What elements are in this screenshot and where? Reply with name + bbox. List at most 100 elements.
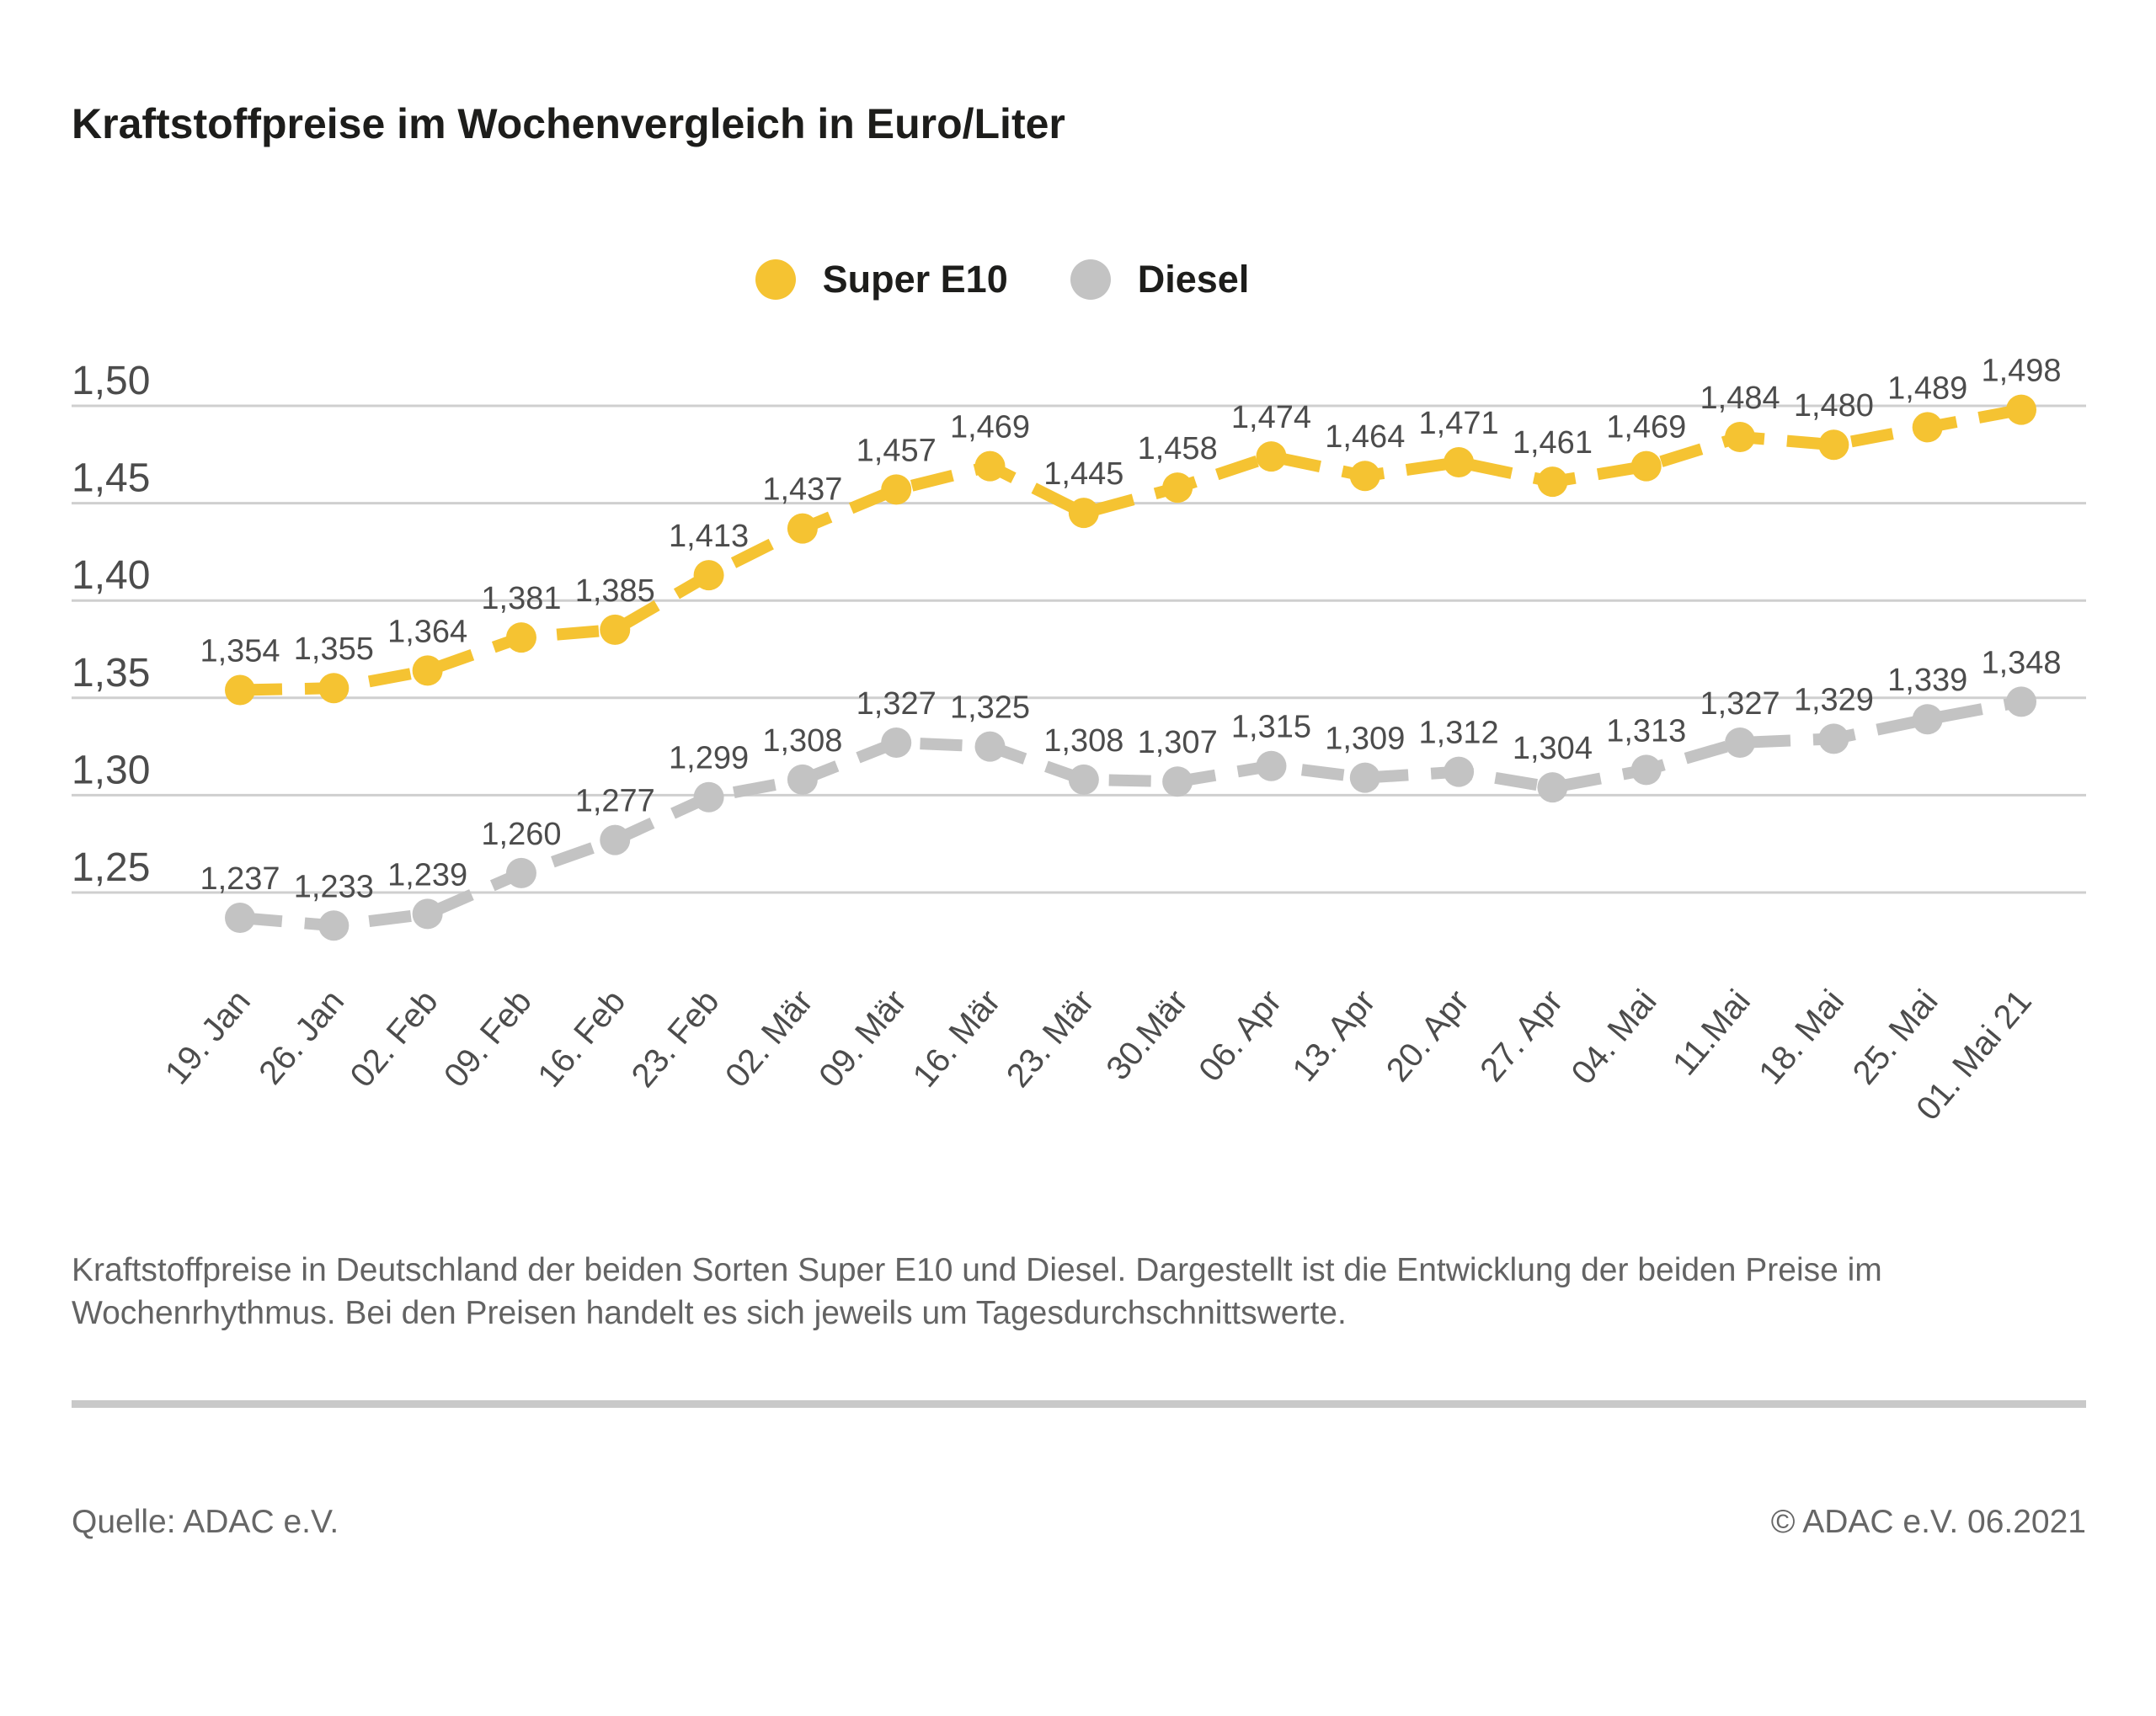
x-tick-label: 20. Apr bbox=[1380, 983, 1476, 1089]
diesel-data-point bbox=[1162, 766, 1193, 797]
super-e10-data-point bbox=[600, 614, 631, 645]
super-e10-data-point bbox=[1444, 447, 1475, 478]
diesel-data-point bbox=[1537, 772, 1568, 803]
footer-divider bbox=[72, 1400, 2086, 1408]
x-tick-label: 16. Feb bbox=[531, 983, 632, 1095]
diesel-data-point bbox=[225, 903, 255, 934]
y-tick-label: 1,25 bbox=[72, 845, 150, 890]
y-tick-label: 1,35 bbox=[72, 651, 150, 695]
super-e10-data-point bbox=[974, 450, 1006, 482]
x-tick-label: 02. Feb bbox=[344, 983, 446, 1095]
value-label: 1,464 bbox=[1325, 419, 1405, 455]
super-e10-line bbox=[239, 403, 2023, 696]
value-label: 1,277 bbox=[575, 784, 655, 819]
x-tick-label: 23. Mär bbox=[1000, 983, 1102, 1095]
super-e10-data-point bbox=[1068, 498, 1099, 529]
legend-label-diesel: Diesel bbox=[1137, 258, 1250, 301]
value-label: 1,385 bbox=[575, 573, 655, 609]
diesel-data-point bbox=[318, 910, 350, 941]
super-e10-data-point bbox=[412, 655, 443, 686]
diesel-data-point bbox=[1349, 762, 1380, 793]
value-label: 1,381 bbox=[481, 581, 561, 616]
x-tick-label: 09. Mär bbox=[812, 983, 914, 1095]
value-label: 1,237 bbox=[200, 861, 280, 897]
value-label: 1,307 bbox=[1138, 725, 1218, 760]
page-title: Kraftstoffpreise im Wochenvergleich in E… bbox=[72, 100, 1065, 147]
diesel-data-point bbox=[412, 898, 443, 930]
x-tick-label: 19. Jan bbox=[158, 983, 258, 1092]
super-e10-dot-icon bbox=[755, 259, 796, 300]
super-e10-data-point bbox=[1256, 441, 1287, 472]
super-e10-data-point bbox=[881, 474, 912, 505]
diesel-data-point bbox=[881, 727, 912, 758]
legend-label-super-e10: Super E10 bbox=[822, 258, 1008, 301]
x-tick-label: 25. Mai bbox=[1846, 983, 1945, 1092]
y-tick-label: 1,50 bbox=[72, 359, 150, 403]
diesel-data-point bbox=[974, 731, 1006, 762]
super-e10-data-point bbox=[1162, 472, 1193, 504]
super-e10-data-point bbox=[1630, 450, 1662, 482]
diesel-data-point bbox=[1256, 750, 1287, 781]
value-label: 1,469 bbox=[950, 410, 1030, 445]
value-label: 1,458 bbox=[1138, 431, 1218, 466]
super-e10-data-point bbox=[1725, 421, 1756, 452]
diesel-dot-icon bbox=[1070, 259, 1111, 300]
diesel-data-point bbox=[505, 857, 536, 888]
value-label: 1,489 bbox=[1887, 370, 1967, 406]
value-label: 1,471 bbox=[1419, 406, 1499, 441]
diesel-data-point bbox=[1068, 764, 1099, 795]
fuel-price-chart: 1,50 1,45 1,40 1,35 1,30 1,25 19. Jan 26. Jan 02… bbox=[0, 354, 2156, 1271]
legend-item-super-e10: Super E10 bbox=[755, 258, 1008, 301]
value-label: 1,233 bbox=[294, 869, 374, 904]
x-tick-label: 02. Mär bbox=[718, 983, 820, 1095]
y-tick-label: 1,40 bbox=[72, 553, 150, 598]
x-tick-label: 18. Mai bbox=[1752, 983, 1851, 1092]
value-label: 1,348 bbox=[1981, 645, 2061, 680]
super-e10-data-point bbox=[1818, 429, 1849, 461]
value-label: 1,312 bbox=[1419, 716, 1499, 751]
chart-legend: Super E10 Diesel bbox=[0, 258, 2080, 301]
value-label: 1,413 bbox=[669, 519, 749, 554]
copyright-notice: © ADAC e.V. 06.2021 bbox=[1770, 1504, 2086, 1540]
value-label: 1,315 bbox=[1231, 710, 1311, 745]
diesel-data-point bbox=[2006, 686, 2036, 717]
value-label: 1,354 bbox=[200, 634, 280, 669]
super-e10-data-point bbox=[693, 560, 724, 591]
x-tick-label: 16. Mär bbox=[906, 983, 1008, 1095]
super-e10-data-point bbox=[225, 674, 255, 706]
source-credit: Quelle: ADAC e.V. bbox=[72, 1504, 339, 1540]
x-tick-label: 13. Apr bbox=[1285, 983, 1382, 1089]
x-tick-label: 09. Feb bbox=[437, 983, 539, 1095]
diesel-line bbox=[239, 695, 2023, 932]
super-e10-data-point bbox=[1349, 461, 1380, 492]
value-label: 1,327 bbox=[1700, 686, 1780, 722]
diesel-data-point bbox=[600, 824, 631, 855]
value-label: 1,461 bbox=[1513, 425, 1593, 461]
value-label: 1,313 bbox=[1606, 713, 1686, 749]
super-e10-data-point bbox=[2006, 394, 2036, 425]
super-e10-data-point bbox=[318, 673, 350, 704]
x-tick-label: 26. Jan bbox=[252, 983, 351, 1092]
diesel-data-point bbox=[1444, 756, 1475, 787]
value-label: 1,339 bbox=[1887, 663, 1967, 698]
value-label: 1,304 bbox=[1513, 731, 1593, 766]
diesel-data-point bbox=[1630, 754, 1662, 786]
value-label: 1,260 bbox=[481, 817, 561, 852]
x-tick-label: 30.Mär bbox=[1099, 983, 1195, 1088]
value-label: 1,445 bbox=[1043, 456, 1123, 492]
caption-line-1: Kraftstoffpreise in Deutschland der beid… bbox=[72, 1252, 1882, 1288]
super-e10-data-point bbox=[787, 513, 818, 544]
value-label: 1,484 bbox=[1700, 381, 1780, 416]
value-label: 1,239 bbox=[387, 857, 467, 893]
value-label: 1,308 bbox=[762, 723, 842, 759]
x-tick-label: 11.Mai bbox=[1666, 983, 1758, 1083]
value-label: 1,469 bbox=[1606, 410, 1686, 445]
value-label: 1,480 bbox=[1794, 388, 1874, 424]
value-label: 1,329 bbox=[1794, 682, 1874, 717]
value-label: 1,325 bbox=[950, 690, 1030, 726]
diesel-data-point bbox=[787, 764, 818, 795]
value-label: 1,498 bbox=[1981, 354, 2061, 389]
diesel-data-point bbox=[693, 781, 724, 813]
value-label: 1,437 bbox=[762, 472, 842, 508]
